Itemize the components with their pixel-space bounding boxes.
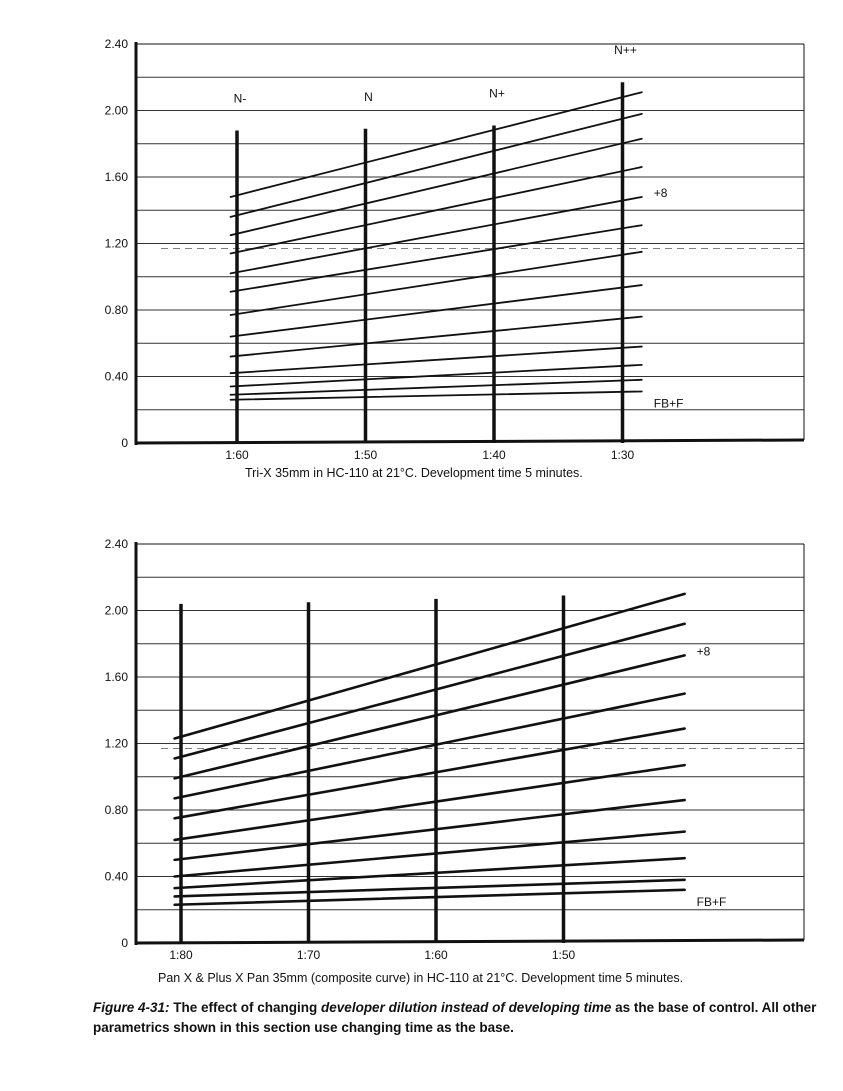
y-tick-label: 0.80 <box>105 303 129 317</box>
density-curve <box>229 91 643 198</box>
y-tick-label: 2.40 <box>105 37 129 51</box>
y-tick-label: 0.40 <box>105 870 129 884</box>
figure-label: Figure 4-31: <box>93 1000 170 1015</box>
x-tick-label: 1:70 <box>297 948 321 962</box>
density-curve <box>173 763 686 842</box>
chart-caption: Tri-X 35mm in HC-110 at 21°C. Developmen… <box>245 466 583 480</box>
y-tick-label: 1.60 <box>105 670 129 684</box>
y-tick-label: 1.20 <box>105 737 129 751</box>
x-tick-label: 1:60 <box>424 948 448 962</box>
chart-tri-x: 0 0.40 0.80 1.20 1.60 2.00 2.40 1:60 1:50 1:40 1:3… <box>105 37 805 480</box>
density-curve <box>229 390 643 401</box>
dilution-marker-label: N- <box>234 91 247 105</box>
density-curve <box>229 112 643 218</box>
dilution-marker-label: N+ <box>489 86 505 100</box>
curve-label: FB+F <box>654 396 684 410</box>
chart-pan-x-plus-x: 0 0.40 0.80 1.20 1.60 2.00 2.40 1:80 1:70 1:60 1:5… <box>105 537 805 985</box>
figure-caption-text-2: as the base of control. All other parame… <box>93 1000 817 1035</box>
density-curve <box>229 137 643 237</box>
density-curve <box>229 363 643 388</box>
x-tick-label: 1:30 <box>611 448 635 462</box>
density-curve <box>173 592 686 740</box>
density-curve <box>229 315 643 358</box>
x-axis <box>135 938 805 945</box>
density-curve <box>229 196 643 275</box>
chart-caption: Pan X & Plus X Pan 35mm (composite curve… <box>158 971 683 985</box>
density-curve <box>229 284 643 338</box>
figure-caption: Figure 4-31: The effect of changing deve… <box>93 998 833 1038</box>
density-curve <box>229 345 643 375</box>
x-axis <box>135 438 805 445</box>
y-tick-label: 2.00 <box>105 604 129 618</box>
y-tick-label: 0.80 <box>105 803 129 817</box>
x-tick-label: 1:80 <box>169 948 193 962</box>
figure-caption-emphasis: developer dilution instead of developing… <box>321 1000 612 1015</box>
y-tick-label: 0 <box>121 436 128 450</box>
density-curve <box>173 692 686 800</box>
x-tick-label: 1:60 <box>225 448 249 462</box>
dilution-marker-label: N++ <box>614 43 637 57</box>
curve-label: FB+F <box>697 895 727 909</box>
density-curve <box>173 830 686 878</box>
density-curve <box>173 878 686 898</box>
density-curve <box>229 166 643 255</box>
y-tick-label: 1.20 <box>105 237 129 251</box>
dilution-marker-label: N <box>364 90 373 104</box>
y-tick-label: 2.00 <box>105 104 129 118</box>
y-tick-label: 2.40 <box>105 537 129 551</box>
density-curve <box>229 378 643 396</box>
density-curve <box>173 888 686 907</box>
density-curve <box>173 622 686 760</box>
y-tick-label: 0.40 <box>105 370 129 384</box>
curve-label: +8 <box>654 186 668 200</box>
y-tick-label: 1.60 <box>105 170 129 184</box>
y-tick-label: 0 <box>121 936 128 950</box>
density-curve <box>173 798 686 862</box>
x-tick-label: 1:50 <box>552 948 576 962</box>
x-tick-label: 1:50 <box>354 448 378 462</box>
density-curve <box>173 856 686 890</box>
curve-label: +8 <box>697 644 711 658</box>
x-tick-label: 1:40 <box>482 448 506 462</box>
density-curve <box>173 727 686 820</box>
density-curve <box>173 654 686 780</box>
density-curve <box>229 250 643 316</box>
density-curve <box>229 224 643 293</box>
figure-caption-text-1: The effect of changing <box>169 1000 322 1015</box>
